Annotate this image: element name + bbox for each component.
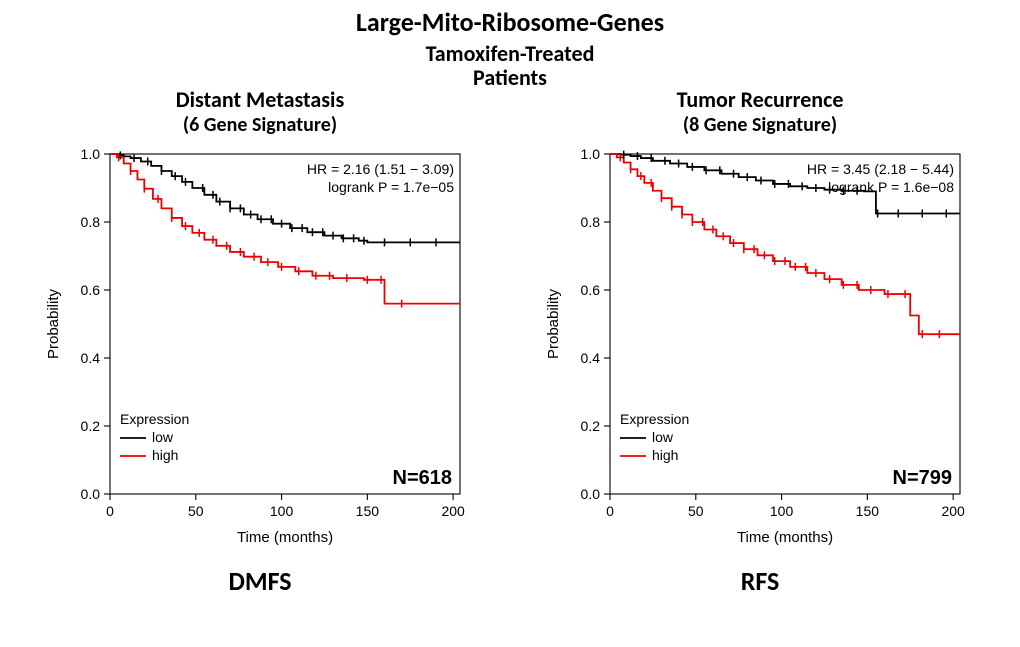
main-title: Large-Mito-Ribosome-Genes <box>0 6 1020 38</box>
left-panel: Distant Metastasis (6 Gene Signature) 0 5… <box>30 86 490 597</box>
svg-text:200: 200 <box>941 503 965 519</box>
svg-text:0.2: 0.2 <box>581 418 601 434</box>
svg-text:0.0: 0.0 <box>581 486 601 502</box>
right-km-svg: 0 50 100 150 200 0.0 0.2 0.4 0.6 0.8 1.0 Probabilit… <box>540 139 980 559</box>
svg-text:Probability: Probability <box>545 289 562 360</box>
svg-text:150: 150 <box>856 503 880 519</box>
svg-text:50: 50 <box>688 503 704 519</box>
left-km-svg: 0 50 100 150 200 0.0 0.2 0.4 0.6 0.8 1.0 Probabilit… <box>40 139 480 559</box>
svg-text:N=618: N=618 <box>393 467 453 489</box>
svg-text:logrank P = 1.7e−05: logrank P = 1.7e−05 <box>328 179 454 195</box>
svg-text:low: low <box>152 429 174 445</box>
svg-text:0.6: 0.6 <box>81 282 101 298</box>
right-panel: Tumor Recurrence (8 Gene Signature) 0 50 1… <box>530 86 990 597</box>
right-panel-subtitle: (8 Gene Signature) <box>683 113 837 137</box>
svg-text:0.4: 0.4 <box>81 350 101 366</box>
svg-text:Time (months): Time (months) <box>737 529 833 546</box>
svg-text:1.0: 1.0 <box>581 146 601 162</box>
svg-text:HR = 3.45 (2.18 − 5.44): HR = 3.45 (2.18 − 5.44) <box>807 161 954 177</box>
svg-text:Probability: Probability <box>45 289 62 360</box>
right-bottom-label: RFS <box>741 565 780 597</box>
svg-text:0.2: 0.2 <box>81 418 101 434</box>
svg-text:0.0: 0.0 <box>81 486 101 502</box>
svg-text:50: 50 <box>188 503 204 519</box>
svg-text:HR = 2.16 (1.51 − 3.09): HR = 2.16 (1.51 − 3.09) <box>307 161 454 177</box>
svg-text:Time (months): Time (months) <box>237 529 333 546</box>
left-bottom-label: DMFS <box>229 565 292 597</box>
svg-text:0: 0 <box>606 503 614 519</box>
svg-text:logrank P = 1.6e−08: logrank P = 1.6e−08 <box>828 179 954 195</box>
right-plot: 0 50 100 150 200 0.0 0.2 0.4 0.6 0.8 1.0 Probabilit… <box>540 139 980 559</box>
sub-title-line1: Tamoxifen-Treated <box>426 40 595 67</box>
svg-text:high: high <box>652 447 678 463</box>
svg-text:200: 200 <box>441 503 465 519</box>
sub-title: Tamoxifen-Treated Patients <box>0 42 1020 90</box>
svg-text:N=799: N=799 <box>893 467 953 489</box>
svg-text:100: 100 <box>270 503 294 519</box>
svg-text:Expression: Expression <box>120 411 189 427</box>
left-panel-subtitle: (6 Gene Signature) <box>183 113 337 137</box>
left-plot: 0 50 100 150 200 0.0 0.2 0.4 0.6 0.8 1.0 Probabilit… <box>40 139 480 559</box>
svg-text:1.0: 1.0 <box>81 146 101 162</box>
svg-text:low: low <box>652 429 674 445</box>
svg-text:0.6: 0.6 <box>581 282 601 298</box>
panels-row: Distant Metastasis (6 Gene Signature) 0 5… <box>0 86 1020 597</box>
svg-text:Expression: Expression <box>620 411 689 427</box>
svg-text:0.8: 0.8 <box>581 214 601 230</box>
svg-text:0.8: 0.8 <box>81 214 101 230</box>
svg-text:0: 0 <box>106 503 114 519</box>
svg-text:100: 100 <box>770 503 794 519</box>
right-panel-title: Tumor Recurrence <box>677 86 844 113</box>
svg-text:150: 150 <box>356 503 380 519</box>
svg-text:0.4: 0.4 <box>581 350 601 366</box>
left-panel-title: Distant Metastasis <box>176 86 344 113</box>
svg-text:high: high <box>152 447 178 463</box>
